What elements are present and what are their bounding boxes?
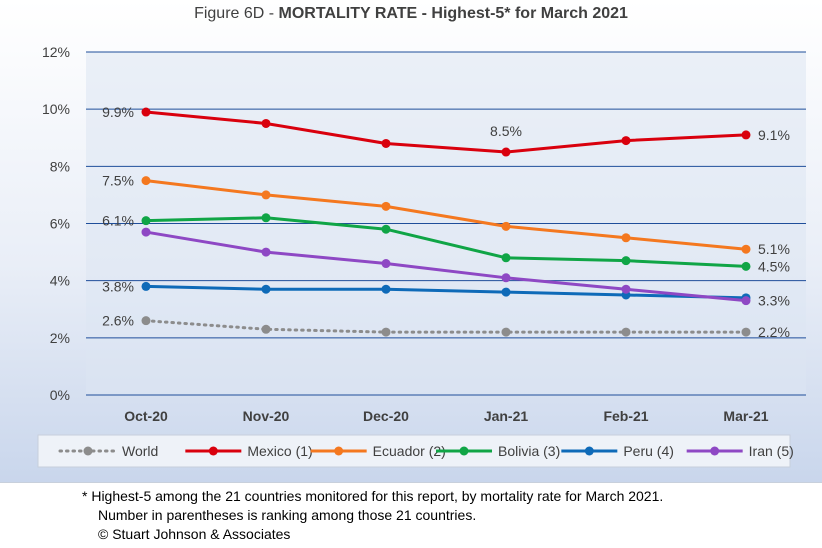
x-tick-label: Dec-20	[363, 408, 409, 424]
x-tick-label: Mar-21	[723, 408, 768, 424]
y-tick-label: 0%	[50, 387, 70, 403]
x-tick-label: Oct-20	[124, 408, 168, 424]
data-label: 8.5%	[490, 123, 522, 139]
data-label: 4.5%	[758, 258, 790, 274]
data-point	[741, 130, 751, 140]
series-line-peru	[145, 284, 747, 300]
data-point	[261, 118, 271, 128]
data-point	[381, 284, 391, 294]
line-chart: 0% 2% 4% 6% 8% 10% 12% Oct-20 Nov-20 Dec-20 Jan-21…	[37, 44, 806, 468]
data-point	[261, 247, 271, 257]
data-point	[501, 327, 511, 337]
legend-swatch-marker	[710, 446, 720, 456]
data-label: 3.8%	[102, 278, 134, 294]
series-line-world	[144, 319, 748, 334]
legend-label: Ecuador (2)	[373, 443, 446, 459]
legend-swatch-marker	[459, 446, 469, 456]
series-line-ecuador	[145, 179, 747, 251]
data-label: 7.5%	[102, 173, 134, 189]
y-tick-label: 2%	[50, 330, 70, 346]
x-tick-label: Nov-20	[243, 408, 290, 424]
data-point	[621, 136, 631, 146]
y-tick-label: 4%	[50, 273, 70, 289]
legend-swatch-marker	[208, 446, 218, 456]
y-tick-label: 6%	[50, 216, 70, 232]
data-label: 6.1%	[102, 213, 134, 229]
data-point	[501, 273, 511, 283]
data-label: 3.3%	[758, 293, 790, 309]
title-prefix: Figure 6D -	[194, 5, 279, 22]
data-point	[501, 287, 511, 297]
data-label: 2.2%	[758, 324, 790, 340]
data-point	[141, 216, 151, 226]
data-point	[381, 259, 391, 269]
data-label: 5.1%	[758, 241, 790, 257]
footnote-line-3: © Stuart Johnson & Associates	[98, 526, 291, 542]
data-point	[501, 221, 511, 231]
data-point	[381, 224, 391, 234]
chart-title: Figure 6D - MORTALITY RATE - Highest-5* …	[0, 5, 822, 23]
data-point	[621, 233, 631, 243]
legend-label: Mexico (1)	[247, 443, 312, 459]
data-point	[621, 284, 631, 294]
data-point	[621, 327, 631, 337]
data-point	[141, 107, 151, 117]
data-point	[741, 296, 751, 306]
data-point	[741, 244, 751, 254]
data-label: 2.6%	[102, 313, 134, 329]
footnote-line-1: * Highest-5 among the 21 countries monit…	[82, 488, 664, 504]
y-tick-label: 12%	[42, 44, 70, 60]
legend-swatch-marker	[334, 446, 344, 456]
x-tick-label: Jan-21	[484, 408, 529, 424]
data-point	[261, 324, 271, 334]
data-point	[381, 201, 391, 211]
data-point	[621, 256, 631, 266]
data-label: 9.1%	[758, 127, 790, 143]
y-tick-label: 8%	[50, 158, 70, 174]
data-point	[261, 213, 271, 223]
data-point	[141, 281, 151, 291]
data-point	[741, 327, 751, 337]
data-point	[141, 227, 151, 237]
data-point	[261, 190, 271, 200]
data-point	[381, 138, 391, 148]
series-line-mexico	[145, 110, 747, 154]
footnote-line-2: Number in parentheses is ranking among t…	[98, 507, 477, 523]
data-label: 9.9%	[102, 104, 134, 120]
data-point	[501, 147, 511, 157]
series-line-iran	[145, 230, 747, 303]
legend-swatch-marker	[584, 446, 594, 456]
title-main: MORTALITY RATE - Highest-5* for March 20…	[278, 5, 628, 22]
data-point	[261, 284, 271, 294]
legend-swatch-marker	[83, 446, 93, 456]
series-line-bolivia	[145, 216, 747, 268]
data-point	[381, 327, 391, 337]
legend-label: Peru (4)	[623, 443, 674, 459]
legend-label: Bolivia (3)	[498, 443, 560, 459]
legend-label: Iran (5)	[749, 443, 794, 459]
legend-box	[37, 434, 791, 468]
data-point	[141, 316, 151, 326]
data-point	[741, 261, 751, 271]
x-tick-label: Feb-21	[603, 408, 648, 424]
data-point	[141, 176, 151, 186]
legend-label: World	[122, 443, 158, 459]
data-point	[501, 253, 511, 263]
footnote: * Highest-5 among the 21 countries monit…	[82, 487, 663, 544]
y-tick-label: 10%	[42, 101, 70, 117]
chart-panel: Figure 6D - MORTALITY RATE - Highest-5* …	[0, 0, 822, 483]
